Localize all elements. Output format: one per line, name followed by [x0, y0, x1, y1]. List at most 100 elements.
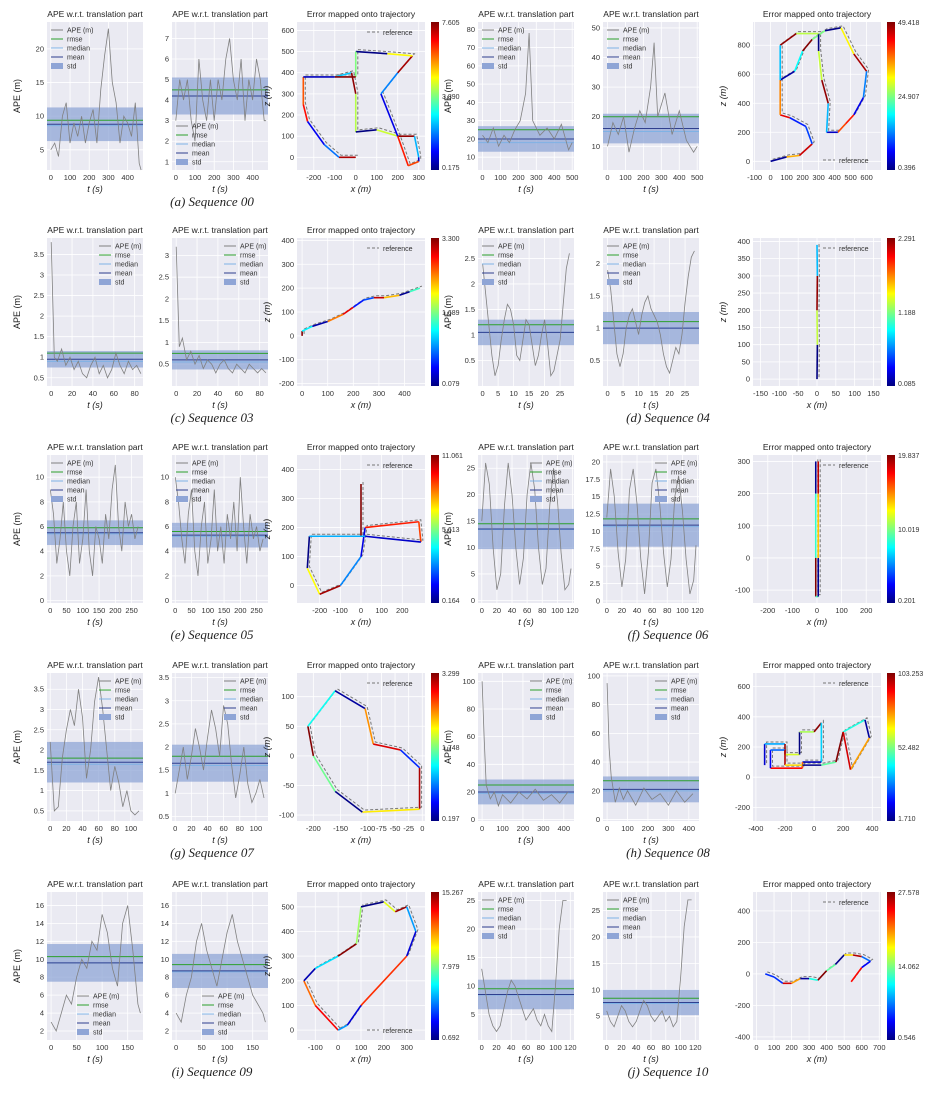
trajectory-segment — [405, 931, 417, 957]
legend: APE (m) rmse median mean std — [224, 679, 266, 722]
x-axis-label: x (m) — [806, 617, 828, 627]
x-tick-label: 100 — [370, 173, 383, 182]
x-tick-label: 400 — [558, 824, 571, 833]
x-tick-label: 40 — [89, 389, 97, 398]
trajectory-segment — [407, 160, 420, 167]
y-tick-label: 0 — [471, 815, 475, 824]
y-tick-label: 0 — [746, 969, 750, 978]
y-tick-label: 50 — [467, 80, 475, 89]
x-tick-label: 5 — [621, 389, 625, 398]
x-axis-label: x (m) — [350, 1054, 372, 1064]
panel-title: Error mapped onto trajectory — [307, 879, 416, 889]
legend-label: median — [498, 262, 521, 269]
y-tick-label: 2 — [40, 746, 44, 755]
y-tick-label: 5 — [471, 569, 475, 578]
legend-label: median — [115, 262, 138, 269]
y-tick-label: 600 — [737, 70, 750, 79]
y-tick-label: 400 — [737, 237, 750, 246]
x-tick-label: 100 — [768, 1043, 781, 1052]
legend-label: APE (m) — [115, 244, 141, 251]
legend-label: median — [546, 479, 569, 486]
x-tick-label: 0 — [754, 1043, 758, 1052]
ape-series-line — [482, 32, 573, 152]
panel-title: Error mapped onto trajectory — [763, 660, 872, 670]
x-tick-label: -50 — [793, 389, 804, 398]
legend-label: median — [93, 1012, 116, 1019]
legend-label: rmse — [546, 470, 562, 477]
x-tick-label: 0 — [605, 824, 609, 833]
colorbar — [887, 238, 895, 386]
x-tick-label: 20 — [193, 389, 201, 398]
panel-04-ape-b: APE w.r.t. translation part 0 5 10 15 20 25 0.5… — [590, 225, 700, 410]
x-axis-label: t (s) — [87, 400, 103, 410]
x-tick-label: 100 — [64, 173, 77, 182]
x-tick-label: 10 — [634, 389, 642, 398]
y-axis-label: APE (m) — [12, 512, 22, 546]
y-tick-label: -100 — [279, 811, 294, 820]
x-tick-label: -50 — [390, 824, 401, 833]
x-tick-label: 250 — [250, 606, 263, 615]
panel-title: APE w.r.t. translation part — [172, 660, 268, 670]
legend-swatch — [202, 1029, 214, 1035]
legend-label: mean — [671, 706, 689, 713]
y-axis-label: z (m) — [718, 86, 728, 108]
y-tick-label: 0.5 — [159, 812, 169, 821]
trajectory-segment — [418, 521, 422, 543]
y-tick-label: 80 — [467, 704, 475, 713]
x-tick-label: 200 — [860, 606, 873, 615]
legend: APE (m) rmse median mean std — [655, 461, 697, 504]
legend-swatch — [99, 714, 111, 720]
trajectory-segment — [337, 1024, 348, 1031]
y-tick-label: 50 — [592, 23, 600, 32]
trajectory-segment — [342, 306, 354, 316]
y-tick-label: 300 — [281, 494, 294, 503]
trajectory-segment — [373, 743, 401, 751]
x-tick-label: 100 — [189, 173, 202, 182]
y-tick-label: 1 — [165, 157, 169, 166]
x-tick-label: 0 — [48, 824, 52, 833]
x-tick-label: 0 — [812, 824, 816, 833]
x-tick-label: 150 — [867, 389, 880, 398]
trajectory-segment — [779, 32, 797, 46]
y-tick-label: 20 — [36, 44, 44, 53]
y-axis-label: APE (m) — [443, 512, 453, 546]
y-tick-label: 6 — [40, 522, 44, 531]
legend-label: rmse — [67, 37, 83, 44]
panel-03-ape-a: APE w.r.t. translation part 0 20 40 60 80 0.5 1… — [12, 225, 143, 410]
y-axis-label: z (m) — [262, 86, 272, 108]
colorbar-tick-label: 1.188 — [898, 310, 916, 317]
legend-label: APE (m) — [67, 461, 93, 468]
legend-label: reference — [839, 463, 869, 470]
legend-label: reference — [383, 246, 413, 253]
x-tick-label: 400 — [398, 389, 411, 398]
x-tick-label: 25 — [681, 389, 689, 398]
y-tick-label: 0 — [746, 773, 750, 782]
x-axis-label: t (s) — [518, 184, 534, 194]
legend-label: rmse — [192, 470, 208, 477]
legend-label: median — [623, 262, 646, 269]
legend: APE (m) rmse median mean std — [530, 679, 572, 722]
trajectory-segment — [323, 144, 340, 158]
x-tick-label: 50 — [187, 606, 195, 615]
y-tick-label: 40 — [467, 760, 475, 769]
x-tick-label: 200 — [347, 389, 360, 398]
colorbar-tick-label: 52.482 — [898, 745, 920, 752]
x-tick-label: 50 — [197, 1043, 205, 1052]
legend-label: std — [671, 715, 680, 722]
y-tick-label: 200 — [737, 938, 750, 947]
y-tick-label: 8 — [40, 973, 44, 982]
x-tick-label: 120 — [689, 1043, 702, 1052]
y-tick-label: 2 — [165, 743, 169, 752]
legend-label: mean — [192, 488, 210, 495]
y-axis-label: z (m) — [262, 737, 272, 759]
colorbar — [887, 892, 895, 1040]
ape-series-line — [50, 242, 142, 379]
x-tick-label: -100 — [333, 606, 348, 615]
legend: APE (m) rmse median mean std — [530, 461, 572, 504]
panel-10-trajectory: Error mapped onto trajectory 0 100 200 300 40… — [735, 879, 920, 1064]
panel-04-trajectory: -150 -100 -50 0 50 100 150 0 50 100 150 200 250 300 35… — [718, 236, 916, 410]
y-tick-label: 3 — [165, 116, 169, 125]
panel-06-trajectory: Error mapped onto trajectory -200 -100 0 100… — [735, 442, 920, 627]
y-tick-label: 15 — [467, 953, 475, 962]
y-tick-label: 200 — [737, 306, 750, 315]
